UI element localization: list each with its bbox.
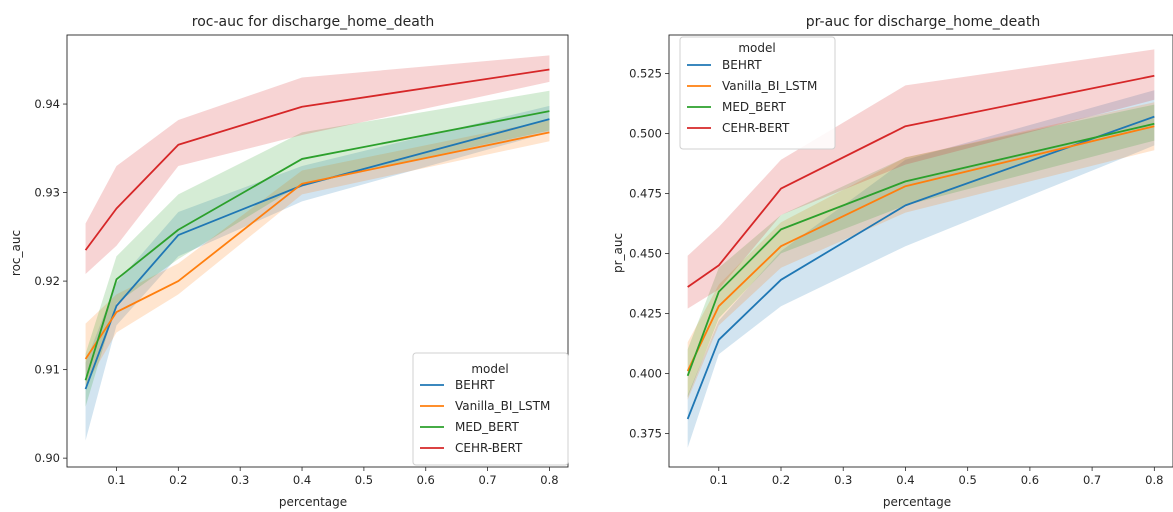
confidence-band-vanilla-bi-lstm [85,119,550,386]
y-tick-label: 0.92 [34,274,60,288]
legend-label: Vanilla_BI_LSTM [722,79,817,93]
x-axis-label: percentage [279,495,347,509]
legend-box [679,36,836,150]
x-tick-label: 0.7 [478,473,496,487]
x-tick-label: 0.6 [1021,473,1039,487]
y-tick-label: 0.525 [629,66,662,80]
confidence-band-cehr-bert [687,49,1155,309]
x-tick-label: 0.6 [417,473,435,487]
x-tick-label: 0.1 [710,473,728,487]
x-tick-label: 0.1 [107,473,125,487]
legend-title: model [738,41,775,55]
confidence-band-med-bert [85,90,550,407]
x-tick-label: 0.4 [293,473,311,487]
x-tick-label: 0.2 [169,473,187,487]
y-tick-label: 0.500 [629,126,662,140]
plot-area: 0.1 0.2 0.3 0.4 0.5 0.6 0.7 0.8 0.375 0.400 0.425 0… [629,34,1173,487]
legend-title: model [471,362,508,376]
x-tick-label: 0.8 [1145,473,1163,487]
x-tick-label: 0.5 [959,473,977,487]
legend: model BEHRT Vanilla_BI_LSTM MED_BERT CEHR-B… [412,352,569,466]
axes-frame [668,34,1173,468]
y-axis-label: roc_auc [9,230,23,276]
legend-box [412,352,569,466]
legend-label: BEHRT [722,58,762,72]
legend-label: CEHR-BERT [455,441,523,455]
legend-label: MED_BERT [722,100,786,114]
y-tick-label: 0.400 [629,366,662,380]
x-axis-label: percentage [883,495,951,509]
y-tick-label: 0.375 [629,426,662,440]
legend-label: CEHR-BERT [722,121,790,135]
x-tick-label: 0.7 [1083,473,1101,487]
legend: model BEHRT Vanilla_BI_LSTM MED_BERT CEHR-B… [679,36,836,150]
y-tick-label: 0.91 [34,363,60,377]
plot-area: 0.1 0.2 0.3 0.4 0.5 0.6 0.7 0.8 0.90 0.91 0.92 0.93… [34,34,569,487]
x-tick-label: 0.3 [834,473,852,487]
y-tick-label: 0.90 [34,451,60,465]
confidence-band-vanilla-bi-lstm [687,102,1155,400]
x-tick-label: 0.3 [231,473,249,487]
pr-auc-chart: pr-auc for discharge_home_death percenta… [611,14,1173,509]
axes-frame [66,34,569,468]
roc-auc-chart: roc-auc for discharge_home_death percent… [9,14,569,509]
x-tick-label: 0.4 [896,473,914,487]
y-tick-label: 0.450 [629,246,662,260]
x-tick-label: 0.5 [355,473,373,487]
x-tick-label: 0.2 [772,473,790,487]
y-tick-label: 0.475 [629,186,662,200]
chart-title: roc-auc for discharge_home_death [192,14,434,30]
confidence-band-behrt [687,90,1155,448]
y-tick-label: 0.93 [34,186,60,200]
legend-label: Vanilla_BI_LSTM [455,399,550,413]
legend-label: MED_BERT [455,420,519,434]
y-tick-label: 0.425 [629,306,662,320]
confidence-band-behrt [85,105,550,441]
legend-label: BEHRT [455,378,495,392]
x-tick-label: 0.8 [540,473,558,487]
y-axis-label: pr_auc [611,233,625,273]
chart-title: pr-auc for discharge_home_death [806,14,1040,30]
y-tick-label: 0.94 [34,97,60,111]
